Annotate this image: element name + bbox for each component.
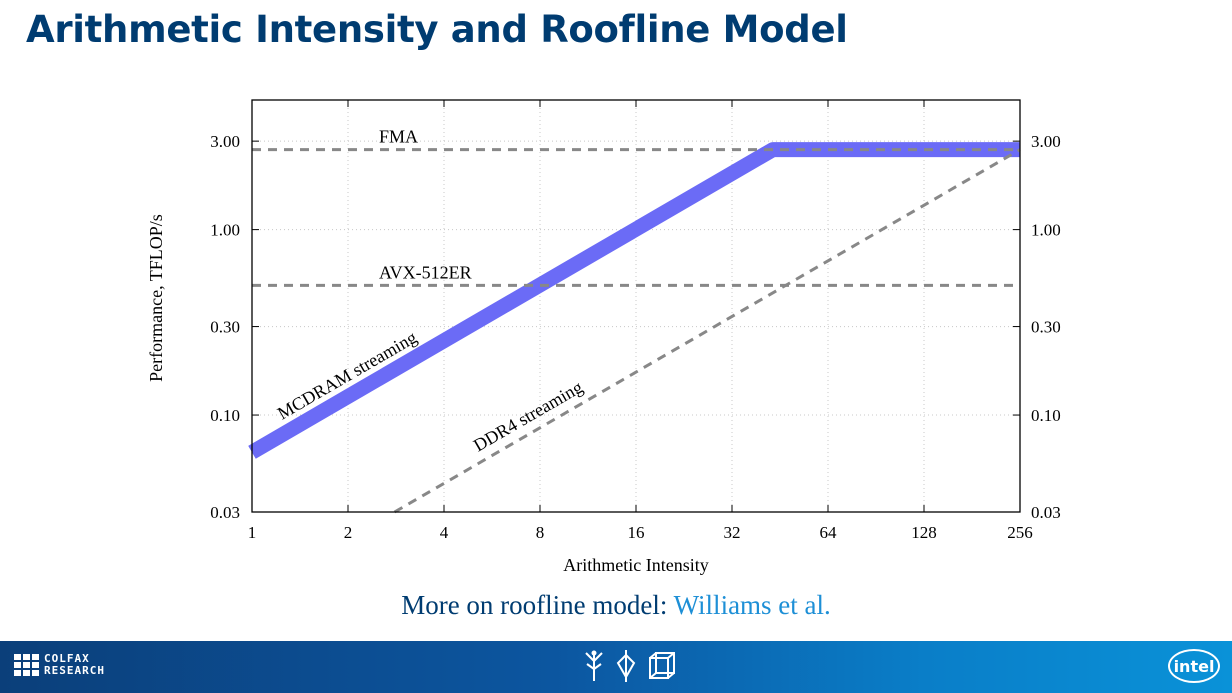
cube-icon [649, 652, 675, 679]
ddr4-series [393, 148, 1021, 514]
y-tick-label: 3.00 [210, 132, 240, 151]
crystal-icon [616, 650, 636, 682]
avx512er-label: AVX-512ER [379, 262, 472, 282]
y-tick-label: 0.03 [210, 503, 240, 522]
y-tick-label-right: 0.30 [1031, 318, 1061, 337]
x-tick-label: 32 [724, 523, 741, 542]
tree-icon [585, 650, 603, 681]
y-axis-label: Performance, TFLOP/s [146, 214, 166, 382]
colfax-logo-line2: RESEARCH [44, 664, 105, 677]
y-tick-label-right: 1.00 [1031, 221, 1061, 240]
x-tick-label: 256 [1007, 523, 1033, 542]
y-tick-label: 0.30 [210, 318, 240, 337]
fma-label: FMA [379, 127, 418, 147]
colfax-logo-line1: COLFAX [44, 652, 90, 665]
caption: More on roofline model: Williams et al. [0, 590, 1232, 621]
colfax-logo: COLFAX RESEARCH [14, 653, 105, 677]
ddr4-label: DDR4 streaming [470, 377, 586, 456]
colfax-grid-icon [14, 654, 39, 676]
x-tick-label: 64 [820, 523, 838, 542]
chart-lines [248, 142, 1021, 514]
x-tick-label: 2 [344, 523, 353, 542]
x-tick-label: 128 [911, 523, 937, 542]
y-tick-label-right: 0.03 [1031, 503, 1061, 522]
williams-link[interactable]: Williams et al. [673, 590, 831, 620]
y-tick-label: 1.00 [210, 221, 240, 240]
x-tick-label: 4 [440, 523, 449, 542]
chart-frame [251, 99, 1021, 513]
x-tick-label: 1 [248, 523, 257, 542]
chart-grid [252, 100, 1020, 512]
y-tick-label-right: 3.00 [1031, 132, 1061, 151]
y-tick-label: 0.10 [210, 406, 240, 425]
slide-title: Arithmetic Intensity and Roofline Model [26, 8, 848, 51]
intel-logo: intel [1168, 649, 1220, 683]
plot-frame [251, 99, 1021, 513]
center-icons [583, 649, 677, 683]
x-tick-label: 16 [628, 523, 645, 542]
chart-ticks [251, 100, 1021, 513]
footer-bar: COLFAX RESEARCH intel [0, 641, 1232, 693]
y-tick-label-right: 0.10 [1031, 406, 1061, 425]
x-axis-label: Arithmetic Intensity [563, 555, 708, 575]
caption-text: More on roofline model: [401, 590, 674, 620]
x-tick-label: 8 [536, 523, 545, 542]
